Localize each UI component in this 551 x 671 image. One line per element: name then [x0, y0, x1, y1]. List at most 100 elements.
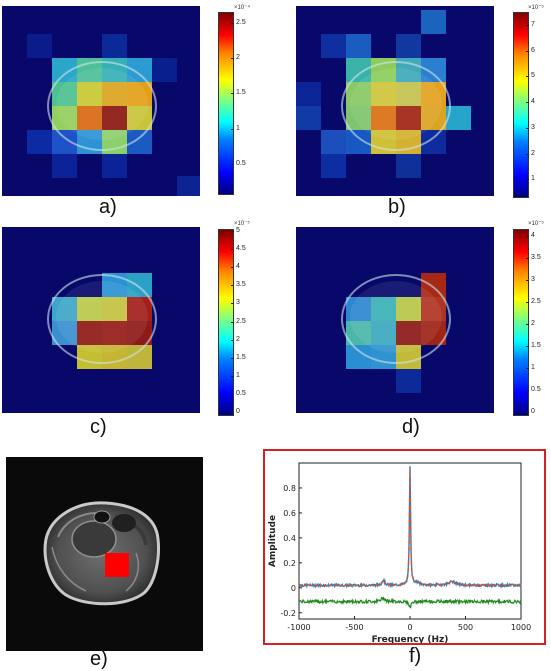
colorbar-tick-mark — [526, 179, 529, 181]
x-tick-label: 1000 — [511, 623, 531, 632]
colorbar-tick-label: 4 — [531, 232, 535, 240]
colorbar-tick-mark — [526, 412, 529, 414]
colorbar-tick-mark — [526, 236, 529, 238]
colorbar-tick-label: 7 — [531, 20, 535, 28]
mri-slice — [6, 457, 203, 651]
colorbar-tick-label: 1 — [531, 175, 535, 183]
colorbar-tick-mark — [526, 302, 529, 304]
colorbar-tick-mark — [231, 375, 234, 377]
heatmap-a — [2, 6, 200, 196]
y-tick-label: 0.4 — [283, 534, 296, 543]
spectrum-plot: -1000 -500 0 500 1000 0.8 0.6 0.4 0.2 0 -0.2 Freque… — [268, 462, 531, 645]
colorbar-tick-mark — [231, 394, 234, 396]
colorbar-tick-mark — [231, 285, 234, 287]
colorbar-tick-mark — [526, 346, 529, 348]
y-tick-label: 0.6 — [283, 509, 296, 518]
colorbar-tick-label: 6 — [531, 46, 535, 54]
colorbar-tick-label: 4 — [531, 98, 535, 106]
mri-image — [6, 457, 203, 651]
colorbar-tick-label: 2 — [531, 149, 535, 157]
colorbar-tick-mark — [526, 76, 529, 78]
colorbar-tick-mark — [231, 267, 234, 269]
colorbar-a — [218, 12, 234, 195]
roi-marker — [105, 553, 129, 577]
colorbar-tick-mark — [231, 412, 234, 414]
colorbar-tick-label: 3.5 — [531, 254, 541, 262]
colorbar-tick-label: 0.5 — [531, 386, 541, 394]
colorbar-tick-label: 2 — [236, 54, 240, 62]
heatmap-b-grid — [296, 6, 494, 196]
colorbar-tick-label: 3.5 — [236, 281, 246, 289]
x-tick-label: -500 — [345, 623, 363, 632]
colorbar-tick-mark — [231, 248, 234, 250]
x-tick-label: 0 — [407, 623, 412, 632]
colorbar-tick-label: 1 — [531, 364, 535, 372]
heatmap-b — [296, 6, 494, 196]
colorbar-tick-mark — [526, 24, 529, 26]
colorbar-tick-label: 2.5 — [531, 298, 541, 306]
colorbar-tick-label: 0 — [236, 408, 240, 416]
colorbar-tick-label: 2.5 — [236, 18, 246, 26]
y-axis-label: Amplitude — [268, 515, 278, 567]
colorbar-b-exponent: ×10⁻⁵ — [528, 5, 544, 11]
colorbar-tick-label: 3 — [531, 123, 535, 131]
colorbar-tick-label: 2.5 — [236, 317, 246, 325]
colorbar-tick-mark — [231, 303, 234, 305]
colorbar-tick-label: 4 — [236, 263, 240, 271]
colorbar-tick-label: 2 — [531, 320, 535, 328]
series-red-dashed — [298, 468, 522, 588]
heatmap-d-grid — [296, 227, 494, 413]
colorbar-tick-mark — [526, 390, 529, 392]
colorbar-c — [218, 229, 234, 416]
colorbar-b — [513, 12, 529, 198]
colorbar-c-exponent: ×10⁻⁵ — [234, 221, 250, 227]
colorbar-tick-label: 1.5 — [531, 342, 541, 350]
colorbar-d — [513, 229, 529, 416]
heatmap-c-grid — [2, 227, 200, 413]
heatmap-a-grid — [2, 6, 200, 196]
y-tick-label: 0 — [291, 584, 296, 593]
caption-d: d) — [402, 416, 420, 438]
x-tick-label: 500 — [458, 623, 473, 632]
colorbar-d-exponent: ×10⁻⁵ — [528, 221, 544, 227]
caption-a: a) — [99, 196, 117, 218]
colorbar-tick-label: 5 — [531, 72, 535, 80]
colorbar-tick-mark — [526, 280, 529, 282]
y-tick-label: -0.2 — [280, 609, 296, 618]
colorbar-tick-mark — [231, 22, 234, 24]
colorbar-tick-label: 2 — [236, 335, 240, 343]
heatmap-d — [296, 227, 494, 413]
colorbar-tick-mark — [526, 258, 529, 260]
colorbar-tick-mark — [231, 128, 234, 130]
colorbar-tick-mark — [231, 339, 234, 341]
colorbar-tick-label: 0.5 — [236, 160, 246, 168]
colorbar-tick-label: 3 — [531, 276, 535, 284]
colorbar-tick-mark — [231, 164, 234, 166]
caption-f: f) — [409, 645, 422, 667]
x-axis-label: Frequency (Hz) — [372, 635, 449, 643]
colorbar-tick-mark — [526, 102, 529, 104]
colorbar-tick-label: 1.5 — [236, 353, 246, 361]
colorbar-tick-label: 0.5 — [236, 390, 246, 398]
y-tick-label: 0.2 — [283, 559, 296, 568]
colorbar-tick-mark — [526, 127, 529, 129]
series-green — [298, 596, 522, 609]
colorbar-tick-mark — [526, 324, 529, 326]
colorbar-tick-mark — [231, 230, 234, 232]
y-tick-label: 0.8 — [283, 484, 296, 493]
heatmap-c — [2, 227, 200, 413]
colorbar-tick-mark — [231, 58, 234, 60]
colorbar-tick-label: 1 — [236, 371, 240, 379]
caption-b: b) — [388, 196, 406, 218]
colorbar-tick-mark — [526, 153, 529, 155]
colorbar-tick-label: 5 — [236, 226, 240, 234]
colorbar-tick-label: 4.5 — [236, 244, 246, 252]
colorbar-tick-label: 0 — [531, 408, 535, 416]
colorbar-tick-mark — [231, 321, 234, 323]
colorbar-tick-label: 1 — [236, 124, 240, 132]
caption-e: e) — [90, 648, 108, 670]
caption-c: c) — [90, 416, 107, 438]
colorbar-tick-mark — [526, 50, 529, 52]
colorbar-tick-mark — [231, 93, 234, 95]
x-tick-label: -1000 — [287, 623, 310, 632]
